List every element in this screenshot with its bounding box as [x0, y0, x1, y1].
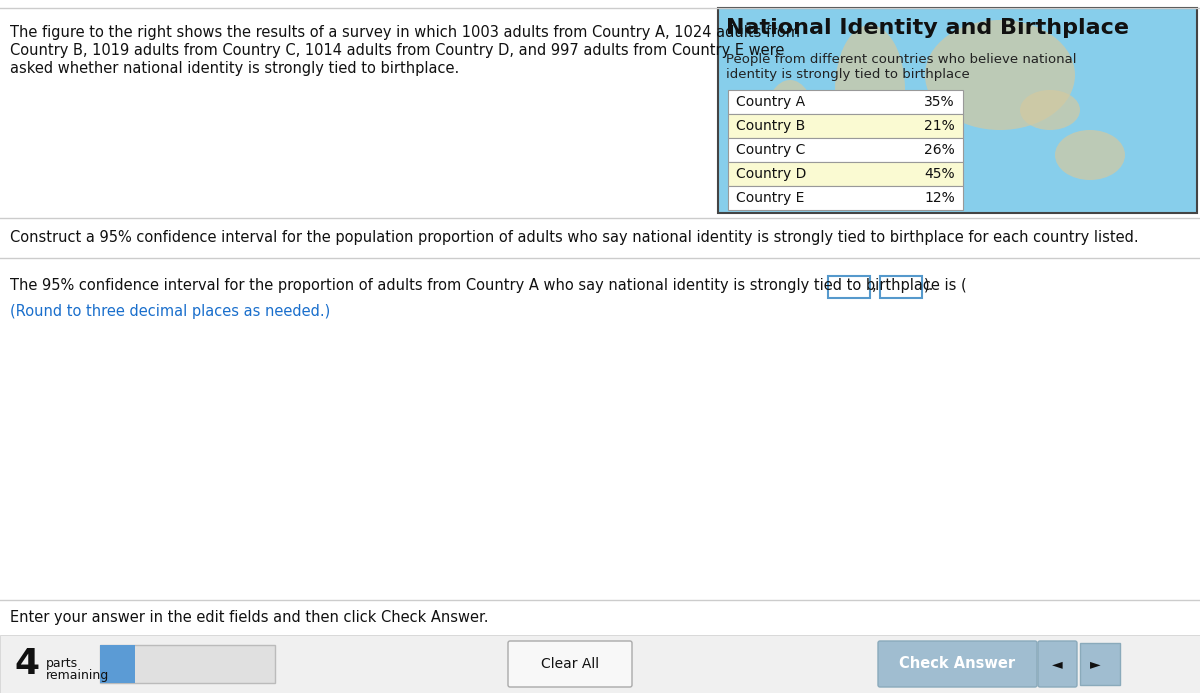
- Bar: [728, 186, 964, 210]
- Text: 45%: 45%: [924, 167, 955, 181]
- Text: Country B, 1019 adults from Country C, 1014 adults from Country D, and 997 adult: Country B, 1019 adults from Country C, 1…: [10, 43, 785, 58]
- Ellipse shape: [835, 25, 905, 155]
- Polygon shape: [718, 8, 1198, 213]
- Text: parts: parts: [46, 657, 78, 670]
- Bar: [1080, 643, 1120, 685]
- Bar: [828, 276, 870, 298]
- FancyBboxPatch shape: [508, 641, 632, 687]
- Text: National Identity and Birthplace: National Identity and Birthplace: [726, 18, 1129, 38]
- Ellipse shape: [1020, 90, 1080, 130]
- Text: (Round to three decimal places as needed.): (Round to three decimal places as needed…: [10, 304, 330, 319]
- Text: asked whether national identity is strongly tied to birthplace.: asked whether national identity is stron…: [10, 61, 460, 76]
- Bar: [728, 138, 964, 162]
- Text: ►: ►: [1090, 657, 1100, 671]
- Bar: [880, 276, 922, 298]
- Text: Country A: Country A: [736, 95, 805, 109]
- Text: People from different countries who believe national: People from different countries who beli…: [726, 53, 1076, 66]
- Bar: [728, 114, 964, 138]
- Bar: [728, 162, 964, 186]
- Text: ,: ,: [872, 278, 876, 293]
- Ellipse shape: [766, 80, 815, 160]
- FancyBboxPatch shape: [878, 641, 1037, 687]
- Text: ◄: ◄: [1051, 657, 1062, 671]
- Ellipse shape: [925, 20, 1075, 130]
- Text: Country B: Country B: [736, 119, 805, 133]
- Text: 21%: 21%: [924, 119, 955, 133]
- Text: Clear All: Clear All: [541, 657, 599, 671]
- Text: Construct a 95% confidence interval for the population proportion of adults who : Construct a 95% confidence interval for …: [10, 230, 1139, 245]
- Bar: [0, 635, 1200, 693]
- Text: Enter your answer in the edit fields and then click Check Answer.: Enter your answer in the edit fields and…: [10, 610, 488, 625]
- Text: 26%: 26%: [924, 143, 955, 157]
- Text: Country D: Country D: [736, 167, 806, 181]
- Text: The 95% confidence interval for the proportion of adults from Country A who say : The 95% confidence interval for the prop…: [10, 278, 967, 293]
- FancyBboxPatch shape: [1038, 641, 1078, 687]
- Text: remaining: remaining: [46, 669, 109, 682]
- Text: The figure to the right shows the results of a survey in which 1003 adults from : The figure to the right shows the result…: [10, 25, 800, 40]
- Bar: [100, 645, 134, 683]
- Text: identity is strongly tied to birthplace: identity is strongly tied to birthplace: [726, 68, 970, 81]
- Text: 35%: 35%: [924, 95, 955, 109]
- Text: Country C: Country C: [736, 143, 805, 157]
- Text: 4: 4: [14, 647, 40, 681]
- Text: ).: ).: [924, 278, 935, 293]
- Text: Country E: Country E: [736, 191, 804, 205]
- Bar: [100, 645, 275, 683]
- Text: Check Answer: Check Answer: [900, 656, 1015, 672]
- Ellipse shape: [1055, 130, 1126, 180]
- Text: 12%: 12%: [924, 191, 955, 205]
- Bar: [728, 90, 964, 114]
